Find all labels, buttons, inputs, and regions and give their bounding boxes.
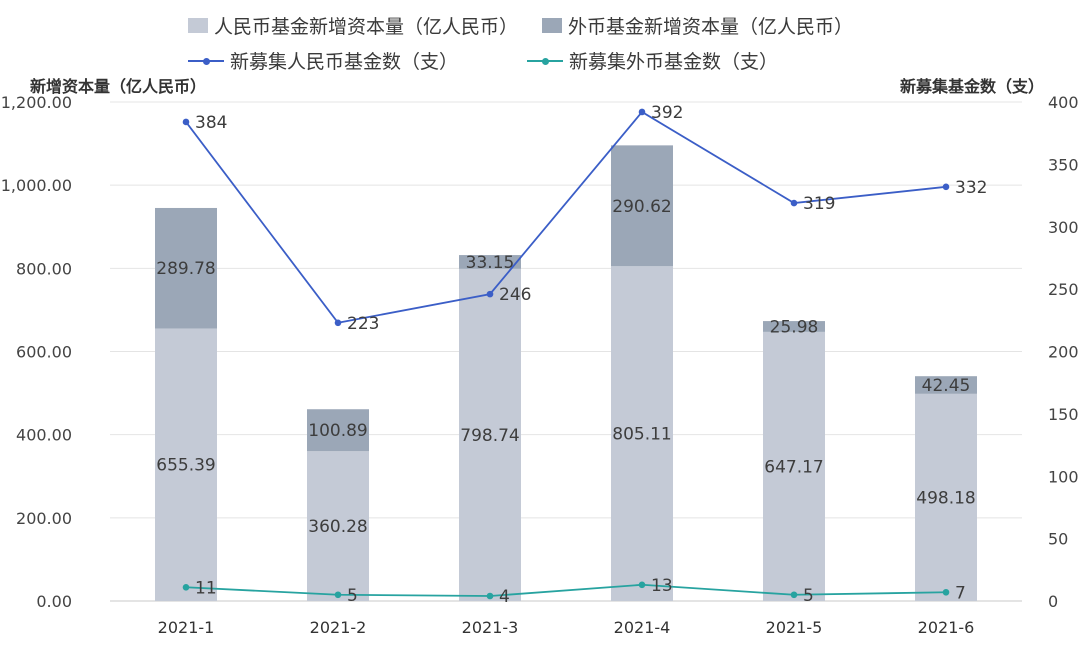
y-left-tick-label: 800.00 bbox=[16, 259, 72, 278]
line-value-label: 223 bbox=[347, 314, 379, 334]
line-value-label: 5 bbox=[347, 586, 358, 606]
legend-item-rmb-capital: 人民币基金新增资本量（亿人民币） bbox=[188, 12, 518, 39]
line-point bbox=[790, 591, 798, 599]
bar-segment bbox=[611, 145, 673, 267]
legend-label-foreign-fund-count: 新募集外币基金数（支） bbox=[569, 51, 779, 73]
line-value-label: 392 bbox=[651, 103, 683, 123]
legend-label-foreign-capital: 外币基金新增资本量（亿人民币） bbox=[568, 16, 854, 38]
bar-segment bbox=[763, 331, 825, 601]
bar-value-label: 655.39 bbox=[156, 456, 215, 476]
y-right-tick-label: 350 bbox=[1048, 155, 1079, 174]
legend-label-rmb-fund-count: 新募集人民币基金数（支） bbox=[230, 51, 459, 73]
legend-label-rmb-capital: 人民币基金新增资本量（亿人民币） bbox=[214, 16, 519, 38]
legend-item-rmb-fund-count: 新募集人民币基金数（支） bbox=[188, 47, 458, 74]
y-right-tick-label: 100 bbox=[1048, 467, 1079, 486]
bar-value-label: 360.28 bbox=[308, 517, 367, 537]
left-axis-title: 新增资本量（亿人民币） bbox=[30, 77, 207, 96]
line-point bbox=[942, 588, 950, 596]
y-right-tick-label: 50 bbox=[1048, 530, 1068, 549]
y-right-tick-label: 300 bbox=[1048, 218, 1079, 237]
y-left-tick-label: 0.00 bbox=[36, 592, 72, 611]
bar-segment bbox=[155, 207, 217, 329]
bar-value-label: 805.11 bbox=[612, 425, 671, 445]
legend-item-foreign-capital: 外币基金新增资本量（亿人民币） bbox=[542, 12, 853, 39]
y-right-tick-label: 0 bbox=[1048, 592, 1058, 611]
line-value-label: 7 bbox=[955, 583, 966, 603]
line-value-label: 13 bbox=[651, 576, 673, 596]
line-value-label: 384 bbox=[195, 113, 227, 133]
x-tick-label: 2021-6 bbox=[918, 618, 975, 637]
legend-swatch-rmb-capital bbox=[188, 18, 208, 33]
bar-segment bbox=[459, 268, 521, 601]
line-point bbox=[182, 583, 190, 591]
y-right-tick-label: 250 bbox=[1048, 280, 1079, 299]
y-right-tick-label: 400 bbox=[1048, 93, 1079, 112]
line-value-label: 332 bbox=[955, 178, 987, 198]
line-series bbox=[185, 110, 947, 324]
bar-value-label: 647.17 bbox=[764, 457, 823, 477]
line-point bbox=[182, 118, 190, 126]
bar-segment bbox=[307, 409, 369, 452]
bar-segment bbox=[611, 266, 673, 601]
line-point bbox=[790, 199, 798, 207]
bar-segment bbox=[155, 328, 217, 601]
bar-value-label: 42.45 bbox=[922, 376, 971, 396]
line-point bbox=[638, 108, 646, 116]
line-value-label: 4 bbox=[499, 587, 510, 607]
bar-value-label: 33.15 bbox=[466, 253, 515, 273]
y-right-tick-label: 150 bbox=[1048, 405, 1079, 424]
x-tick-label: 2021-1 bbox=[158, 618, 215, 637]
bar-value-label: 498.18 bbox=[916, 488, 975, 508]
y-left-tick-label: 1,200.00 bbox=[1, 93, 72, 112]
right-axis-title: 新募集基金数（支） bbox=[899, 77, 1044, 96]
line-point bbox=[486, 592, 494, 600]
y-left-tick-label: 600.00 bbox=[16, 343, 72, 362]
legend-swatch-foreign-fund-count bbox=[527, 53, 563, 68]
line-point bbox=[942, 183, 950, 191]
x-tick-label: 2021-5 bbox=[766, 618, 823, 637]
line-value-label: 11 bbox=[195, 578, 217, 598]
line-point bbox=[638, 581, 646, 589]
legend-swatch-rmb-fund-count bbox=[188, 53, 224, 68]
bar-segment bbox=[915, 393, 977, 601]
bar-value-label: 25.98 bbox=[770, 317, 819, 337]
bar-segment bbox=[915, 376, 977, 394]
line-value-label: 319 bbox=[803, 194, 835, 214]
y-left-tick-label: 400.00 bbox=[16, 426, 72, 445]
y-left-tick-label: 1,000.00 bbox=[1, 176, 72, 195]
x-tick-label: 2021-2 bbox=[310, 618, 367, 637]
y-left-tick-label: 200.00 bbox=[16, 509, 72, 528]
line-point bbox=[334, 591, 342, 599]
bar-segment bbox=[763, 321, 825, 332]
y-right-tick-label: 200 bbox=[1048, 343, 1079, 362]
legend-swatch-foreign-capital bbox=[542, 18, 562, 33]
line-value-label: 246 bbox=[499, 285, 531, 305]
line-point bbox=[334, 319, 342, 327]
line-value-label: 5 bbox=[803, 586, 814, 606]
line-series bbox=[185, 583, 947, 597]
legend-item-foreign-fund-count: 新募集外币基金数（支） bbox=[527, 47, 778, 74]
bar-value-label: 100.89 bbox=[308, 421, 367, 441]
bar-value-label: 290.62 bbox=[612, 197, 671, 217]
bar-segment bbox=[307, 451, 369, 601]
bar-value-label: 798.74 bbox=[460, 426, 519, 446]
x-tick-label: 2021-4 bbox=[614, 618, 671, 637]
bar-segment bbox=[459, 255, 521, 269]
line-point bbox=[486, 290, 494, 298]
bar-value-label: 289.78 bbox=[156, 259, 215, 279]
x-tick-label: 2021-3 bbox=[462, 618, 519, 637]
